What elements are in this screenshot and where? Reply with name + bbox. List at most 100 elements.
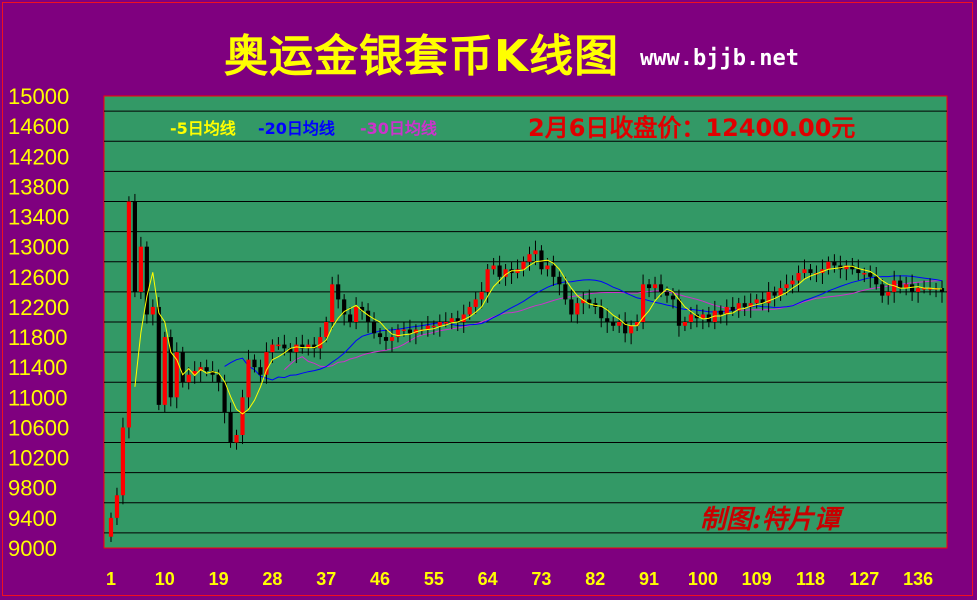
candle-body (652, 284, 658, 289)
candle-body (587, 299, 592, 304)
x-tick-label: 19 (209, 569, 229, 589)
x-tick-label: 28 (262, 569, 282, 589)
ma5-line (134, 259, 942, 415)
candle-body (407, 329, 413, 334)
y-tick-label: 14200 (8, 144, 69, 169)
candle-body (617, 322, 622, 326)
candle-body (904, 284, 909, 289)
candle-body (138, 246, 143, 292)
x-tick-label: 46 (370, 569, 390, 589)
x-tick-label: 64 (478, 569, 498, 589)
candle-body (503, 269, 508, 277)
y-tick-label: 11400 (8, 355, 68, 380)
candle-body (748, 303, 753, 307)
candle-body (300, 344, 305, 349)
x-tick-label: 100 (688, 569, 718, 589)
candle-body (383, 337, 389, 341)
candle-body (826, 261, 831, 270)
y-tick-label: 13800 (8, 174, 69, 199)
ma30-series (284, 279, 943, 371)
x-tick-label: 91 (639, 569, 659, 589)
candle-body (778, 288, 783, 296)
candle-body (294, 344, 299, 353)
candle-body (718, 310, 723, 315)
candle-body (850, 265, 855, 270)
candle-body (342, 299, 347, 315)
y-tick-label: 13000 (8, 235, 69, 260)
candle-body (898, 280, 903, 289)
x-tick-label: 82 (585, 569, 605, 589)
candle-body (640, 284, 646, 322)
candle-body (443, 322, 448, 324)
site-url: www.bjjb.net (640, 46, 799, 71)
candle-body (264, 352, 269, 375)
candle-body (324, 322, 329, 338)
candle-body (521, 261, 526, 270)
candle-body (336, 284, 341, 300)
y-tick-label: 14600 (8, 114, 69, 139)
legend-ma20: -20日均线 (258, 119, 335, 138)
candle-body (174, 352, 179, 398)
candle-body (497, 265, 502, 277)
ma20-line (224, 275, 943, 381)
candle-body (886, 291, 891, 296)
candle-body (276, 344, 281, 347)
candle-body (527, 254, 532, 262)
x-tick-label: 136 (903, 569, 933, 589)
y-tick-label: 15000 (8, 84, 69, 109)
x-tick-label: 109 (742, 569, 772, 589)
candle-body (939, 288, 945, 292)
candle-body (156, 306, 161, 405)
candle-body (479, 291, 484, 300)
candle-body (288, 348, 293, 353)
candle-body (461, 314, 466, 322)
y-tick-label: 13400 (8, 205, 69, 230)
candle-body (126, 201, 132, 428)
candle-body (120, 427, 126, 496)
candle-body (282, 344, 287, 349)
candle-body (545, 265, 550, 270)
candle-body (832, 261, 837, 266)
x-tick-label: 127 (849, 569, 879, 589)
ma20-series (224, 275, 943, 381)
candle-body (629, 325, 634, 334)
candle-body (790, 280, 795, 285)
candle-body (581, 299, 586, 304)
x-tick-label: 118 (796, 569, 825, 589)
legend-ma5: -5日均线 (170, 119, 236, 138)
candle-body (192, 370, 197, 375)
ma5-series (134, 259, 942, 415)
y-axis-ticks: 15000 14600 14200 13800 13400 13000 12600 12200… (8, 84, 69, 561)
candle-body (868, 273, 873, 277)
candle-body (240, 397, 245, 435)
candle-body (682, 322, 688, 326)
candle-body (354, 306, 359, 322)
close-price-note: 2月6日收盘价：12400.00元 (528, 114, 855, 142)
y-tick-label: 9400 (8, 506, 57, 531)
candle-body (389, 337, 395, 341)
y-tick-label: 12200 (8, 295, 69, 320)
x-axis-ticks: 1 10 19 28 37 46 55 64 73 82 91 100 109 118 127 136 (106, 569, 933, 589)
candle-body (658, 284, 664, 292)
y-tick-label: 11800 (8, 325, 68, 350)
candle-body (473, 299, 478, 307)
candle-body (234, 435, 239, 443)
candle-body (754, 299, 759, 304)
candle-body (910, 284, 915, 292)
candle-body (742, 303, 747, 307)
candle-body (730, 306, 735, 311)
candle-body (724, 306, 729, 315)
candle-body (222, 382, 227, 413)
chart-title: 奥运金银套币K线图 (224, 31, 620, 82)
candle-body (611, 322, 616, 326)
candle-body (485, 269, 490, 292)
candle-body (371, 322, 377, 334)
candle-body (635, 322, 640, 326)
x-tick-label: 10 (155, 569, 175, 589)
candle-body (533, 250, 538, 255)
candle-body (676, 299, 682, 326)
candle-body (569, 299, 574, 315)
candle-body (401, 329, 407, 332)
candle-body (180, 352, 185, 383)
